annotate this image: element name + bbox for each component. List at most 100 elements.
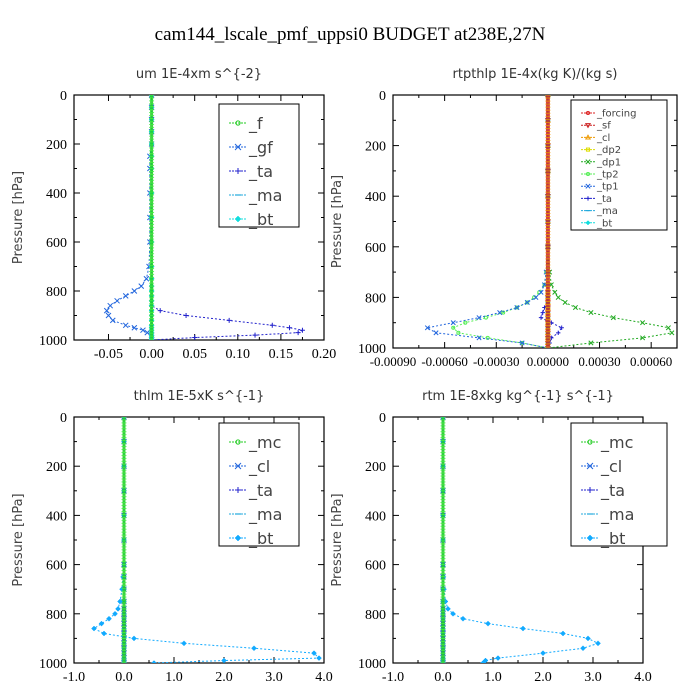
legend-label: _dp1 [596, 157, 621, 168]
x-tick-label: 0.20 [312, 347, 337, 362]
data-point-gf [138, 283, 145, 289]
legend: _mc _cl _ta _ma _bt [218, 422, 300, 549]
data-point-bt [580, 645, 586, 652]
x-tick-label: -1.0 [63, 670, 85, 685]
data-point-bt [115, 606, 121, 612]
legend-box [570, 422, 668, 547]
data-point-bt [445, 606, 451, 612]
x-tick-label: 1.0 [484, 670, 502, 685]
legend-box [218, 422, 300, 547]
data-point-bt [595, 640, 601, 647]
legend-marker [586, 534, 594, 542]
data-point-dp1 [562, 299, 568, 306]
y-tick-label: 600 [365, 241, 386, 256]
data-point-bt [151, 660, 157, 663]
panels-group: um 1E-4xm s^{-2} Pressure [hPa] 0 200 400 600… [11, 67, 678, 685]
y-axis-label: Pressure [hPa] [11, 171, 26, 264]
legend-label: _ma [600, 505, 634, 525]
data-point-gf [109, 317, 116, 324]
legend-label: _cl [600, 457, 622, 477]
data-point-bt [251, 645, 257, 652]
chart-panel-3: thlm 1E-5xK s^{-1} Pressure [hPa] 0 200 400 6… [11, 389, 333, 685]
data-point-dp1 [588, 340, 594, 346]
legend-label: _sf [596, 121, 611, 132]
data-point-bt [480, 660, 486, 663]
data-point-gf [144, 329, 151, 336]
y-axis-label: Pressure [hPa] [330, 175, 345, 268]
legend-marker [585, 196, 591, 201]
y-tick-label: 200 [46, 460, 67, 475]
x-tick-label: 0.05 [182, 347, 207, 362]
data-point-tp1 [514, 304, 520, 311]
data-point-cl [121, 417, 127, 420]
data-point-bt [520, 625, 526, 632]
data-point-gf [122, 293, 129, 299]
data-point-cl [440, 660, 446, 663]
legend-box [218, 103, 300, 228]
x-tick-label: 3.0 [265, 670, 283, 685]
x-tick-label: 3.0 [584, 670, 602, 685]
legend-marker [585, 159, 591, 165]
legend-marker [235, 120, 241, 126]
data-point-ta [540, 310, 545, 315]
data-point-ta [183, 313, 189, 318]
data-point-bt [585, 635, 591, 642]
legend-label: _ta [248, 162, 273, 182]
data-point-bt [221, 657, 227, 663]
x-tick-label: 2.0 [215, 670, 233, 685]
x-tick-label: -1.0 [382, 670, 404, 685]
legend-label: _ma [596, 206, 618, 217]
y-tick-label: 400 [46, 509, 67, 524]
data-point-tp2 [456, 330, 461, 335]
chart-panel-4: rtm 1E-8xkg kg^{-1} s^{-1} Pressure [hPa]… [330, 389, 668, 685]
x-tick-label: -0.00090 [370, 354, 417, 369]
data-point-dp1 [588, 310, 594, 316]
y-tick-label: 800 [365, 291, 386, 306]
series-line-bt [92, 417, 321, 663]
x-tick-label: 1.0 [165, 670, 183, 685]
legend-label: _tp1 [596, 182, 619, 193]
legend: _mc _cl _ta _ma _bt [570, 422, 668, 549]
legend-marker [585, 147, 591, 152]
legend-marker [585, 110, 591, 116]
legend-marker [235, 439, 241, 445]
legend-label: _ta [248, 481, 273, 501]
y-tick-label: 600 [365, 559, 386, 574]
y-tick-label: 800 [365, 608, 386, 623]
legend: _forcing_sf_cl_dp2_dp1 _tp2_tp1_ta_ma_bt [570, 99, 668, 231]
data-point-bt [450, 610, 456, 617]
data-point-tp1 [476, 315, 482, 321]
y-tick-label: 0 [379, 89, 386, 104]
legend-label: _mc [248, 433, 281, 453]
data-point-ta [538, 315, 544, 320]
x-tick-label: -0.00060 [421, 354, 468, 369]
legend-label: _forcing [596, 109, 637, 120]
data-point-bt [485, 620, 491, 627]
data-point-dp1 [610, 315, 616, 321]
legend-label: _bt [248, 529, 273, 549]
panel-title: um 1E-4xm s^{-2} [136, 67, 262, 82]
data-point-gf [140, 327, 146, 334]
panel-title: thlm 1E-5xK s^{-1} [134, 389, 265, 404]
y-tick-label: 0 [60, 89, 67, 104]
y-tick-label: 1000 [39, 657, 67, 672]
series-group [440, 417, 601, 663]
legend-label: _cl [248, 457, 270, 477]
data-point-tp1 [533, 294, 539, 300]
legend-marker [235, 487, 241, 493]
x-tick-label: -0.05 [94, 347, 123, 362]
x-tick-label: 0.00030 [578, 354, 620, 369]
data-point-tp2 [501, 310, 506, 315]
y-axis-label: Pressure [hPa] [11, 493, 26, 586]
x-tick-label: 0.00060 [630, 354, 672, 369]
y-tick-label: 200 [46, 138, 67, 153]
legend-label: _cl [596, 133, 610, 144]
chart-panel-2: rtpthlp 1E-4x(kg K)/(kg s) Pressure [hPa]… [330, 67, 678, 369]
y-tick-label: 0 [379, 411, 386, 426]
data-point-tp2 [483, 315, 488, 320]
legend-label: _tp2 [596, 170, 619, 181]
panel-title: rtm 1E-8xkg kg^{-1} s^{-1} [422, 389, 614, 404]
data-point-cl [121, 660, 127, 663]
y-tick-label: 1000 [358, 342, 386, 357]
